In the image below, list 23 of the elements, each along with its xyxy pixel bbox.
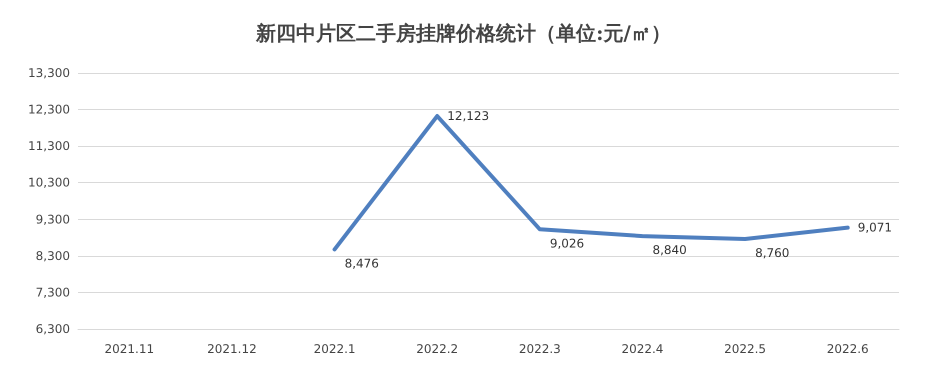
data-label: 8,760	[755, 246, 790, 260]
x-tick-label: 2022.3	[518, 342, 561, 356]
chart-title: 新四中片区二手房挂牌价格统计（单位:元/㎡）	[255, 21, 671, 45]
data-label: 12,123	[447, 109, 490, 124]
x-tick-label: 2021.12	[207, 342, 257, 356]
x-tick-label: 2022.6	[826, 342, 869, 356]
y-tick-label: 12,300	[28, 102, 70, 117]
data-label: 9,026	[550, 236, 584, 250]
x-tick-label: 2022.5	[724, 342, 766, 356]
x-tick-label: 2022.2	[416, 342, 458, 356]
x-tick-label: 2021.11	[104, 342, 154, 356]
data-label: 8,476	[344, 256, 379, 270]
data-label: 8,840	[652, 243, 687, 258]
y-tick-label: 8,300	[36, 248, 70, 263]
y-tick-label: 10,300	[28, 176, 70, 190]
x-tick-label: 2022.4	[621, 342, 664, 356]
x-tick-label: 2022.1	[314, 342, 356, 356]
y-tick-label: 7,300	[36, 285, 70, 300]
y-tick-label: 13,300	[28, 66, 70, 80]
y-tick-label: 6,300	[36, 322, 70, 336]
y-tick-label: 9,300	[36, 212, 70, 226]
y-tick-label: 11,300	[28, 139, 70, 154]
data-label: 9,071	[858, 220, 892, 235]
